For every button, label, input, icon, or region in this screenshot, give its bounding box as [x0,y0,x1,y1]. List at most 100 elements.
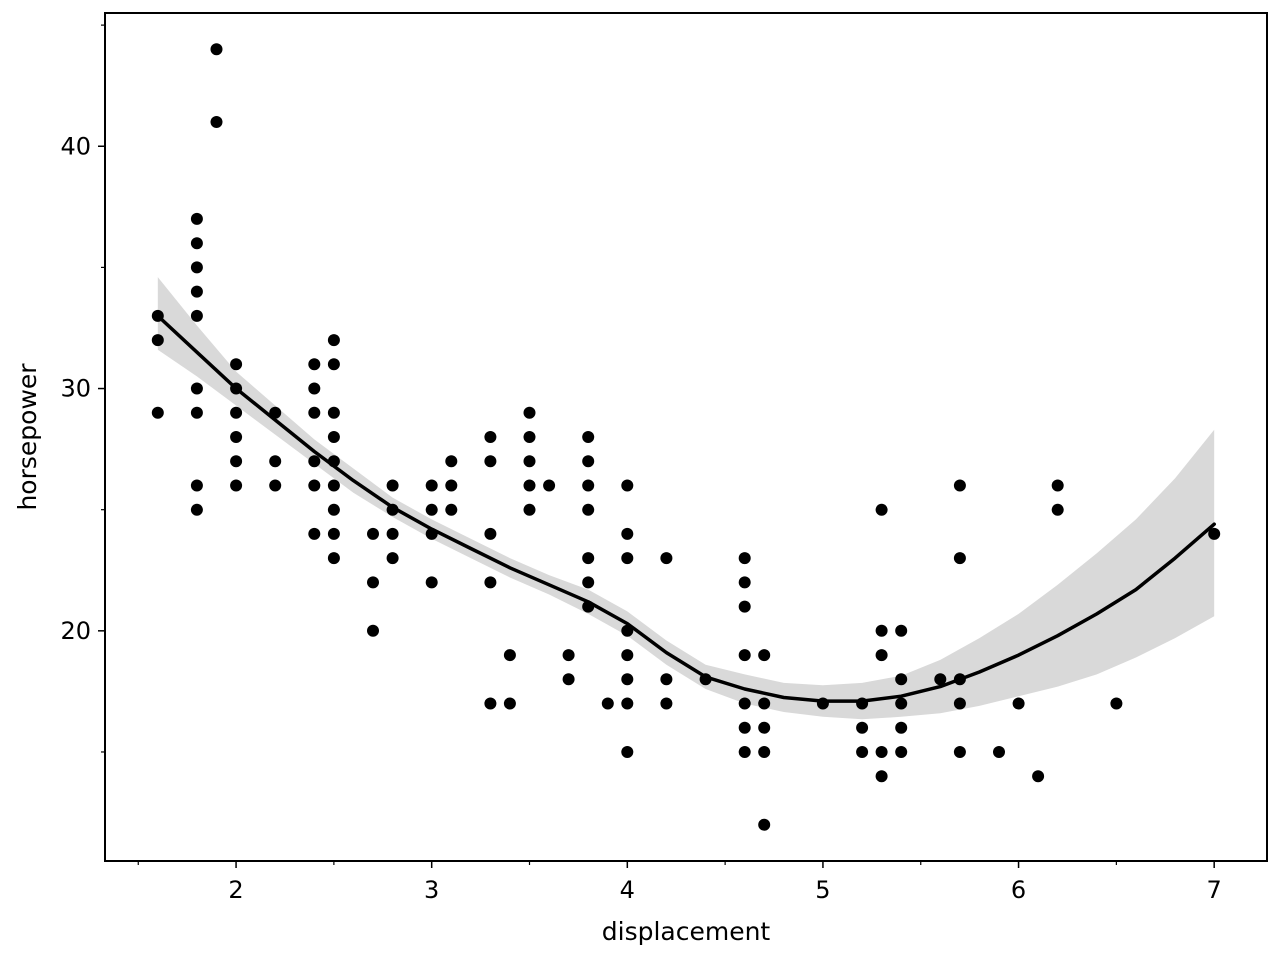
data-point [327,527,340,540]
data-point [875,503,888,516]
data-point [856,746,869,758]
data-point [875,624,888,637]
data-point [895,721,908,734]
data-point [953,552,966,565]
data-point [543,479,556,492]
data-point [1208,527,1221,540]
data-point [621,649,634,662]
data-point [230,431,243,443]
data-point [523,479,536,492]
data-point [386,527,399,540]
data-point [445,503,458,516]
data-point [308,382,321,395]
data-point [308,527,321,540]
data-point [484,576,497,589]
data-point [738,600,751,613]
data-point [327,431,340,443]
x-tick-label: 7 [1207,876,1222,904]
data-point [484,431,497,443]
data-point [621,697,634,710]
data-point [934,673,947,686]
data-point [230,358,243,371]
data-point [269,479,282,492]
data-point [190,406,203,419]
data-point [621,673,634,686]
data-point [1032,770,1045,783]
data-point [738,721,751,734]
data-point [758,746,771,758]
data-point [425,576,438,589]
data-point [523,503,536,516]
data-point [151,406,164,419]
data-point [367,624,379,637]
data-point [484,527,497,540]
data-point [210,116,223,128]
data-point [327,406,340,419]
x-tick-label: 4 [620,876,635,904]
data-point [484,697,497,710]
y-tick-label: 30 [60,375,91,403]
data-point [758,721,771,734]
data-point [758,649,771,662]
y-axis-title: horsepower [13,363,42,511]
data-point [660,552,673,565]
data-point [895,673,908,686]
data-point [582,479,595,492]
data-point [582,503,595,516]
data-point [425,479,438,492]
data-point [445,479,458,492]
data-point [953,746,966,758]
data-point [308,406,321,419]
data-point [660,697,673,710]
data-point [190,212,203,225]
data-point [230,479,243,492]
data-point [875,649,888,662]
data-points-layer [151,43,1221,831]
data-point [367,576,379,589]
data-point [503,649,516,662]
data-point [308,358,321,371]
data-point [190,503,203,516]
data-point [582,455,595,468]
data-point [327,552,340,565]
data-point [269,455,282,468]
data-point [523,455,536,468]
data-point [327,503,340,516]
data-point [1110,697,1123,710]
data-point [738,552,751,565]
x-tick-label: 3 [424,876,439,904]
data-point [738,576,751,589]
data-point [425,503,438,516]
y-tick-label: 20 [60,617,91,645]
data-point [582,431,595,443]
data-point [230,406,243,419]
data-point [621,746,634,758]
x-axis: 2 3 4 5 6 7 [137,861,1222,904]
x-tick-label: 6 [1011,876,1026,904]
y-tick-label: 40 [60,132,91,160]
data-point [523,406,536,419]
data-point [993,746,1005,758]
plot-frame [104,12,1268,862]
data-point [562,649,575,662]
data-point [738,697,751,710]
smooth-line-layer [156,314,1216,703]
data-point [738,746,751,758]
data-point [1051,479,1064,492]
data-point [386,552,399,565]
data-point [1012,697,1025,710]
data-point [210,43,223,56]
data-point [758,818,771,831]
data-point [367,527,379,540]
data-point [953,479,966,492]
data-point [953,697,966,710]
data-point [503,697,516,710]
confidence-band-layer [157,277,1215,720]
data-point [895,624,908,637]
data-point [190,479,203,492]
data-point [190,285,203,298]
data-point [601,697,614,710]
data-point [151,334,164,347]
data-point [190,382,203,395]
